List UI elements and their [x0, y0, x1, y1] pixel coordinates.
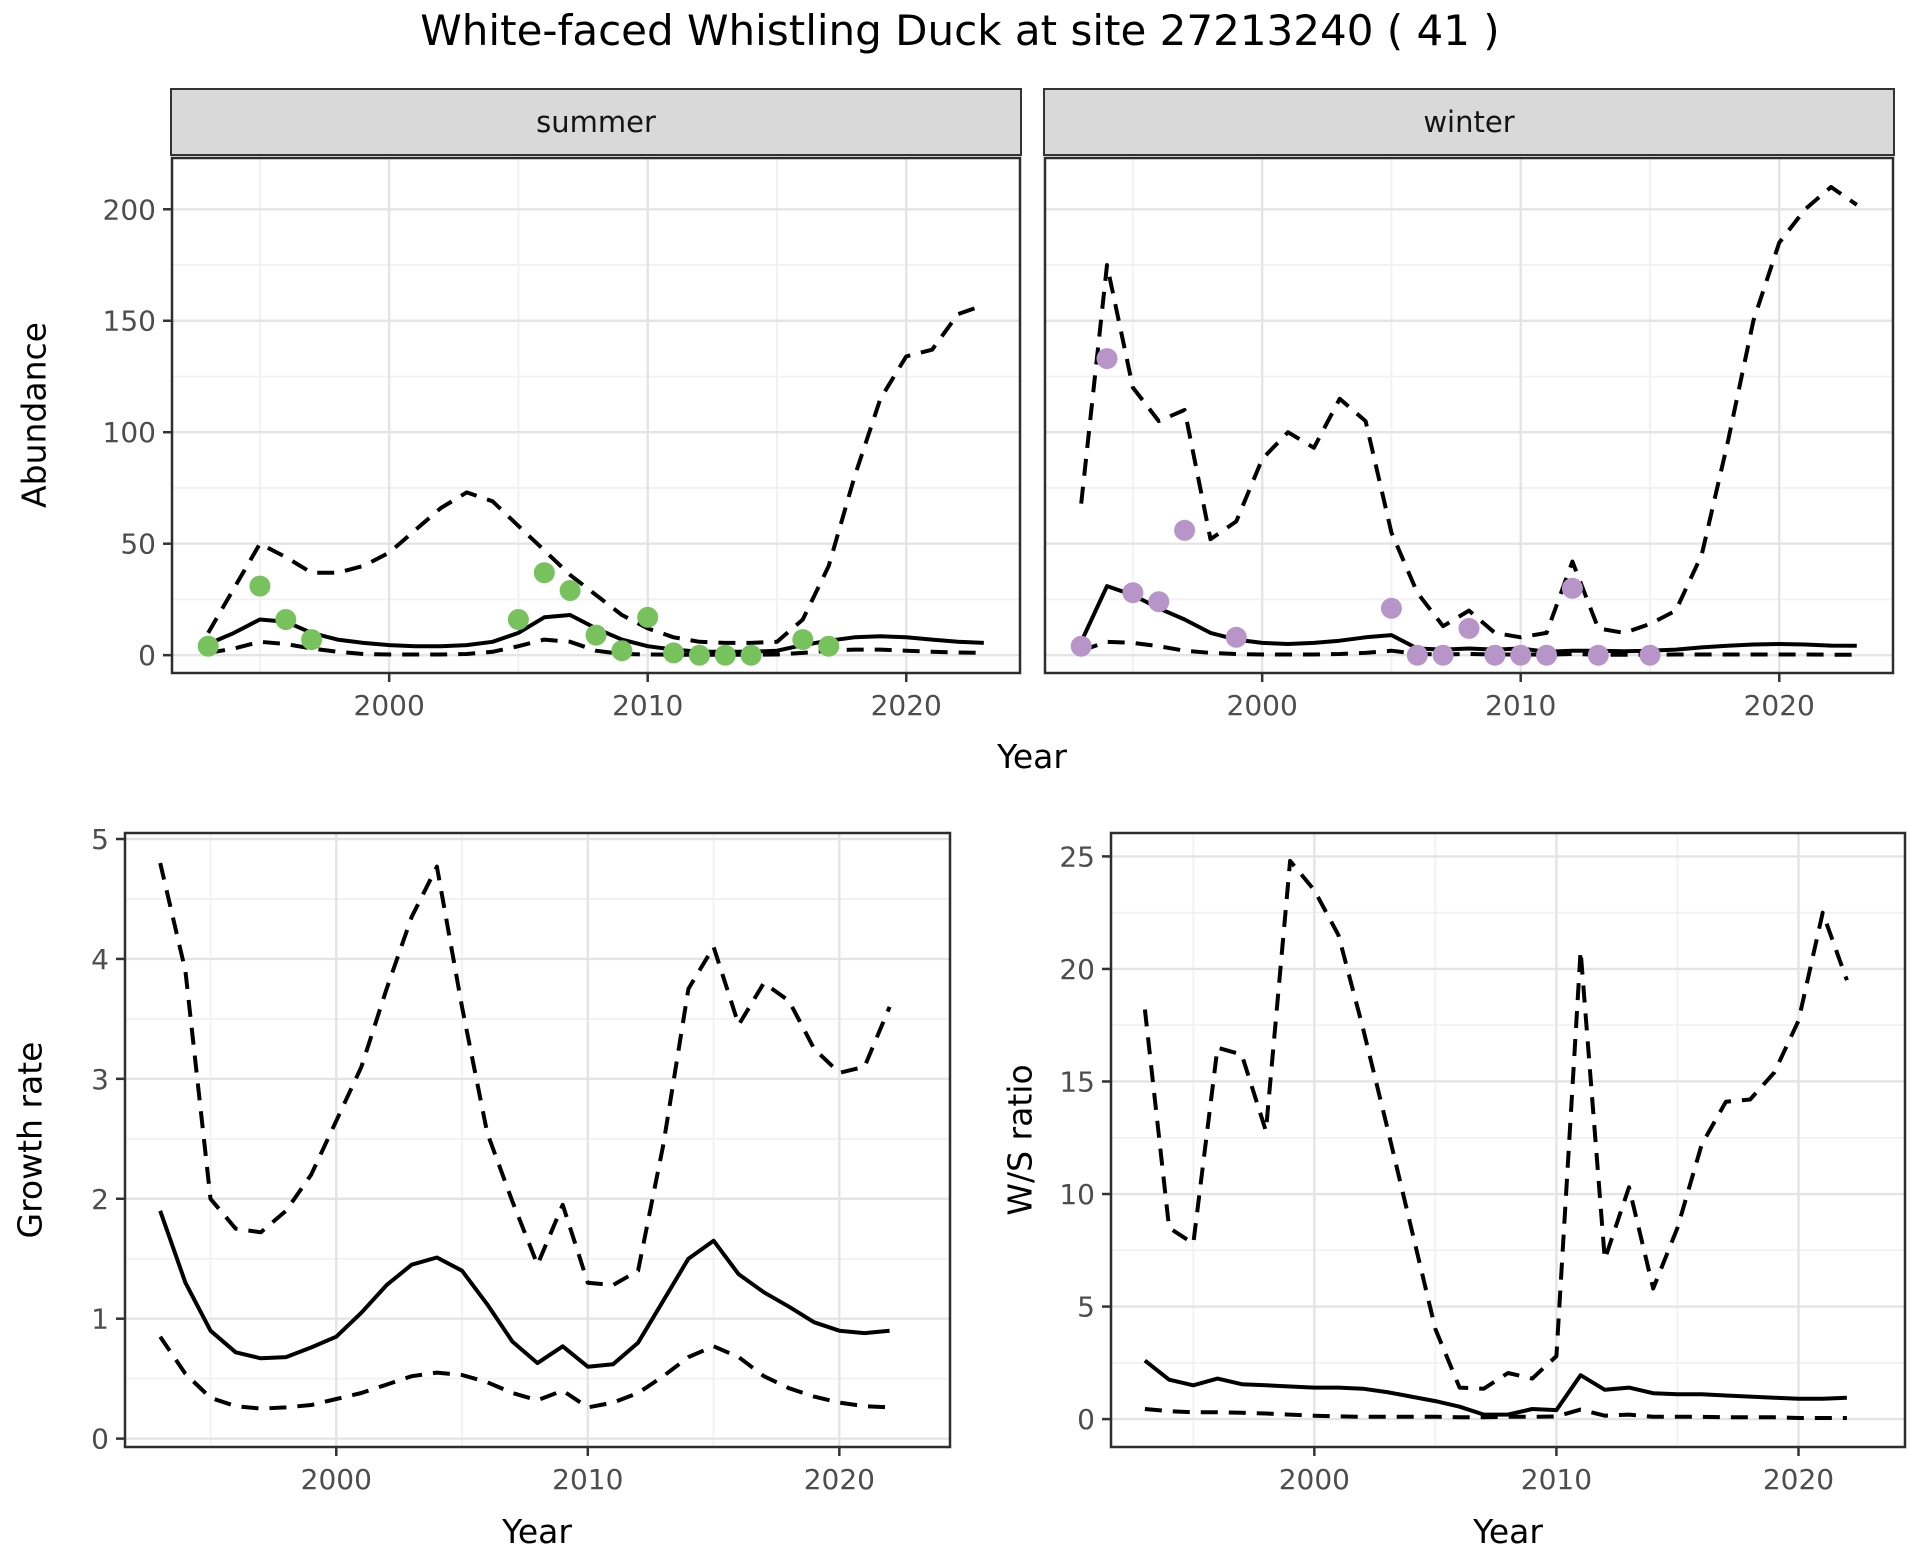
- y-tick-label: 5: [1077, 1291, 1095, 1324]
- abundance-winter-observed-point: [1536, 644, 1558, 666]
- y-tick-label: 0: [91, 1423, 109, 1456]
- y-tick-label: 2: [91, 1183, 109, 1216]
- y-tick-label: 3: [91, 1063, 109, 1096]
- growth-rate-median_fit-line: [158, 1210, 890, 1369]
- abundance-summer-observed-point: [663, 642, 685, 664]
- abundance-summer-observed-point: [533, 562, 555, 584]
- x-tick-label: 2010: [552, 1463, 623, 1496]
- abundance-summer-observed-point: [249, 575, 271, 597]
- y-tick-label: 1: [91, 1303, 109, 1336]
- abundance-summer-observed-point: [714, 644, 736, 666]
- ws-ratio-panel: 2000 2010 2020 0 5 10 15 20 25: [1059, 831, 1907, 1496]
- abundance-summer-observed-point: [637, 606, 659, 628]
- abundance-winter-observed-point: [1561, 577, 1583, 599]
- y-tick-label: 0: [138, 639, 156, 672]
- abundance-winter-observed-point: [1639, 644, 1661, 666]
- y-tick-label: 5: [91, 823, 109, 856]
- y-tick-label: 4: [91, 943, 109, 976]
- ws-ratio-border: [1109, 831, 1907, 1449]
- abundance-summer-panel: 2000 2010 2020 0 50 100 150 200: [103, 156, 1022, 722]
- abundance-summer-observed-point: [507, 609, 529, 630]
- abundance-winter-panel: 2000 2010 2020: [1043, 156, 1895, 722]
- abundance-winter-observed-point: [1587, 644, 1609, 666]
- abundance-winter-observed-point: [1225, 626, 1247, 648]
- growth-rate-lower_ci-line: [158, 1335, 890, 1411]
- abundance-summer-observed-point: [275, 609, 297, 630]
- ws-ratio-lower_ci-line: [1144, 1407, 1847, 1420]
- figure-title: White-faced Whistling Duck at site 27213…: [420, 6, 1500, 55]
- abundance-winter-lower_ci-line: [1080, 639, 1857, 657]
- abundance-summer-observed-point: [611, 640, 633, 662]
- abundance-winter-observed-point: [1406, 644, 1428, 666]
- y-tick-label: 200: [103, 193, 156, 226]
- abundance-summer-observed-point: [792, 629, 814, 651]
- x-tick-label: 2010: [1485, 689, 1556, 722]
- x-tick-label: 2000: [301, 1463, 372, 1496]
- abundance-winter-observed-point: [1096, 348, 1118, 370]
- abundance-summer-observed-point: [197, 635, 219, 657]
- abundance-summer-observed-point: [585, 624, 607, 646]
- abundance-winter-observed-point: [1484, 644, 1506, 666]
- y-tick-label: 0: [1077, 1403, 1095, 1436]
- abundance-winter-median_fit-line: [1079, 584, 1857, 654]
- facet-strip-winter: winter: [1043, 88, 1895, 156]
- x-tick-label: 2000: [1279, 1463, 1350, 1496]
- abundance-winter-observed-point: [1432, 644, 1454, 666]
- growth-rate-border: [123, 831, 952, 1449]
- ws-ratio-median_fit-line: [1143, 1359, 1847, 1417]
- abundance-winter-observed-point: [1070, 635, 1092, 657]
- y-tick-label: 10: [1059, 1178, 1095, 1211]
- bottom-left-x-axis-title: Year: [502, 1512, 572, 1551]
- x-tick-label: 2020: [871, 689, 942, 722]
- abundance-winter-observed-point: [1458, 617, 1480, 639]
- y-tick-label: 100: [103, 416, 156, 449]
- y-tick-label: 50: [120, 528, 156, 561]
- x-tick-label: 2020: [804, 1463, 875, 1496]
- y-tick-label: 25: [1059, 840, 1095, 873]
- abundance-summer-upper_ci-line: [206, 303, 985, 645]
- abundance-winter-border: [1043, 156, 1895, 675]
- x-tick-label: 2010: [612, 689, 683, 722]
- abundance-summer-observed-point: [740, 644, 762, 666]
- abundance-summer-observed-point: [559, 580, 581, 601]
- abundance-winter-observed-point: [1174, 519, 1196, 541]
- abundance-winter-observed-point: [1510, 644, 1532, 666]
- abundance-summer-observed-point: [688, 644, 710, 666]
- abundance-winter-upper_ci-line: [1079, 185, 1858, 640]
- x-tick-label: 2010: [1521, 1463, 1592, 1496]
- abundance-summer-observed-point: [818, 635, 840, 657]
- abundance-winter-observed-point: [1122, 582, 1144, 604]
- abundance-winter-observed-point: [1380, 597, 1402, 619]
- abundance-summer-observed-point: [301, 629, 323, 651]
- facet-strip-summer: summer: [170, 88, 1022, 156]
- y-tick-label: 150: [103, 305, 156, 338]
- growth-rate-panel: 2000 2010 2020 0 1 2 3 4 5: [91, 823, 952, 1496]
- x-tick-label: 2000: [1227, 689, 1298, 722]
- x-tick-label: 2000: [354, 689, 425, 722]
- bottom-right-x-axis-title: Year: [1473, 1512, 1543, 1551]
- abundance-summer-border: [170, 156, 1022, 675]
- abundance-summer-lower_ci-line: [207, 637, 984, 657]
- top-x-axis-title: Year: [997, 737, 1067, 776]
- ws-ratio-upper_ci-line: [1142, 858, 1849, 1391]
- x-tick-label: 2020: [1763, 1463, 1834, 1496]
- y-tick-label: 15: [1059, 1065, 1095, 1098]
- x-tick-label: 2020: [1744, 689, 1815, 722]
- abundance-winter-observed-point: [1148, 591, 1170, 613]
- growth-rate-upper_ci-line: [158, 862, 892, 1288]
- y-tick-label: 20: [1059, 953, 1095, 986]
